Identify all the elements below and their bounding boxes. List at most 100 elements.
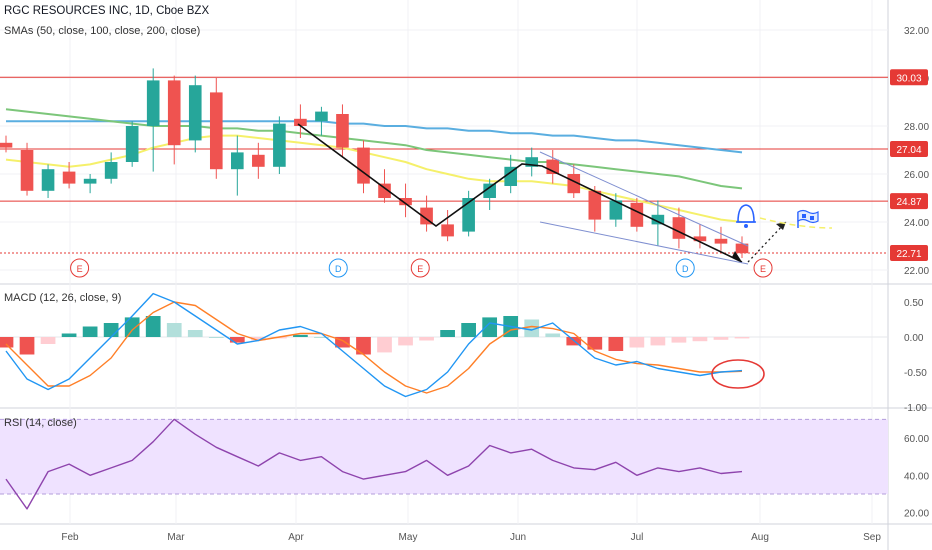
candle-body [0,142,13,148]
event-marker-e [70,258,90,278]
macd-histogram-bar [419,337,434,341]
x-tick-label: Apr [288,532,304,543]
price-tick-label: 28.00 [904,122,929,133]
macd-histogram-bar [19,337,35,355]
candlesticks [0,68,749,258]
macd-tick-label: 0.50 [904,298,924,309]
macd-histogram-bar [482,317,498,337]
rsi-pane [0,418,888,510]
x-tick-label: Jun [510,532,526,543]
macd-histogram-bar [0,337,14,348]
candle-body [588,190,602,220]
rsi-tick-label: 20.00 [904,509,929,520]
candle-body [104,162,118,179]
x-tick-label: May [399,532,418,543]
macd-histogram-bar [587,337,603,350]
macd-histogram-bar [103,323,119,337]
bell-clapper [744,224,748,228]
candle-body [188,85,202,141]
event-marker-label: E [417,264,423,274]
macd-histogram-bar [734,337,750,339]
chart-title: RGC RESOURCES INC, 1D, Cboe BZX [4,5,210,17]
sma100-line [5,108,743,190]
flag-cloth [797,209,819,224]
price-level-label: 30.03 [896,73,921,84]
bell-icon [736,204,756,228]
macd-line [5,292,743,398]
candle-body [567,174,581,194]
event-marker-label: E [77,264,83,274]
trend-arrow-head [732,251,742,262]
macd-histogram-bar [629,337,645,348]
price-level-badge [890,244,928,261]
candle-body [209,92,223,170]
price-level-badge [890,141,928,158]
macd-histogram-bar [545,333,561,337]
macd-histogram-bar [671,337,687,343]
event-marker-e [753,258,773,278]
event-marker-label: E [760,264,766,274]
event-marker-d [328,258,348,278]
macd-histogram-bar [356,337,371,355]
sma200-line [6,120,743,154]
candle-body [83,178,97,184]
x-tick-label: Jul [631,532,644,543]
candle-body [609,200,623,220]
macd-histogram-bar [524,319,540,337]
projection-arrow-head [776,222,786,230]
bell-body [737,204,755,223]
x-tick-label: Aug [751,532,769,543]
macd-histogram-bar [461,323,476,337]
rsi-band [0,419,888,494]
macd-histogram-bar [187,330,203,337]
macd-tick-label: -0.50 [904,368,927,379]
candle-body [420,207,433,225]
price-level-label: 24.87 [896,197,921,208]
event-marker-d [675,258,695,278]
macd-histogram-bar [250,337,266,341]
macd-histogram-bar [398,337,413,346]
candle-body [231,152,244,170]
candle-body [630,202,644,227]
macd-histogram-bar [335,337,350,348]
flag-check [802,214,806,218]
macd-histogram-bar [377,337,392,353]
x-tick-label: Feb [61,532,79,543]
macd-tick-label: -1.00 [904,403,927,414]
macd-histogram-bar [166,323,182,337]
candle-body [462,198,475,232]
candle-body [672,217,686,239]
macd-histogram-bar [293,334,308,337]
candle-body [525,157,539,167]
projection-dotted-line [747,221,787,263]
event-marker-e [410,258,430,278]
price-tick-label: 26.00 [904,170,929,181]
macd-histogram-bar [229,337,245,343]
macd-signal-line [5,301,743,394]
price-level-badge [890,193,928,210]
trend-arrow-path [297,123,743,263]
rsi-legend: RSI (14, close) [4,417,77,429]
macd-histogram-bar [650,337,666,346]
candle-body [441,224,454,237]
macd-histogram-bar [40,337,56,344]
macd-histogram-bar [61,333,77,337]
price-tick-label: 22.00 [904,266,929,277]
rsi-tick-label: 60.00 [904,434,929,445]
macd-histogram-bar [314,337,329,338]
candle-body [20,150,34,191]
axes: Feb Mar Apr May Jun Jul Aug Sep 22.00 24.00 26.00 2… [61,26,929,543]
candle-body [651,214,665,225]
candle-body [399,198,412,206]
macd-histogram-bar [608,337,624,351]
macd-histogram-bar [692,337,708,342]
macd-tick-label: 0.00 [904,333,924,344]
candle-body [336,114,349,148]
candle-body [315,111,328,122]
macd-histogram-bar [124,317,140,337]
event-marker-label: D [682,264,689,274]
price-level-label: 27.04 [896,145,921,156]
price-tick-label: 32.00 [904,26,929,37]
